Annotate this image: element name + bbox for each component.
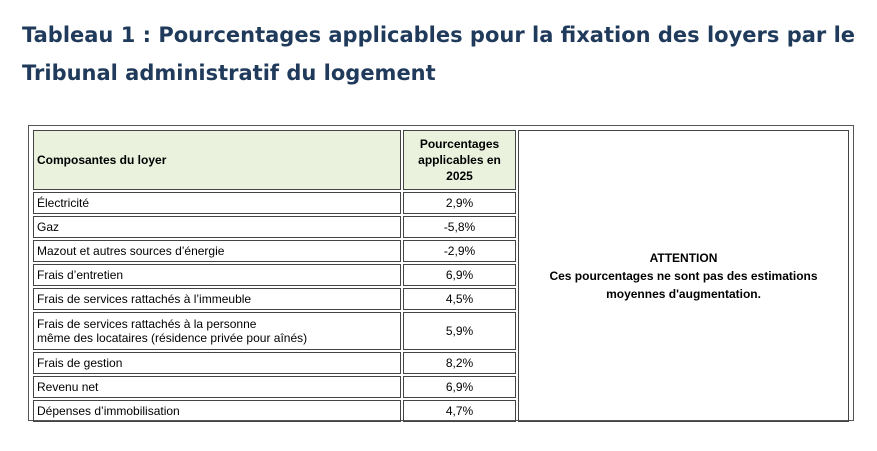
rent-percentages-table: Composantes du loyer Pourcentages applic… [31, 128, 851, 424]
table-row: Frais de services rattachés à l’immeuble… [33, 288, 849, 310]
table-row: Revenu net 6,9% [33, 376, 849, 398]
table-row: Frais de services rattachés à la personn… [33, 312, 849, 350]
row-component: Dépenses d’immobilisation [33, 400, 401, 422]
row-component: Frais d’entretien [33, 264, 401, 286]
row-component-line-2: même des locataires (résidence privée po… [37, 331, 308, 345]
table-row: Frais de gestion 8,2% [33, 352, 849, 374]
attention-text-line-1: Ces pourcentages ne sont pas des estimat… [549, 269, 818, 283]
row-value: 4,7% [403, 400, 516, 422]
attention-heading: ATTENTION [649, 251, 718, 265]
row-value: 6,9% [403, 376, 516, 398]
row-component: Revenu net [33, 376, 401, 398]
rent-percentages-table-frame: Composantes du loyer Pourcentages applic… [28, 125, 854, 424]
page-title: Tableau 1 : Pourcentages applicables pou… [22, 23, 856, 85]
attention-text-line-2: moyennes d'augmentation. [606, 287, 761, 301]
table-row: Électricité 2,9% [33, 192, 849, 214]
header-component: Composantes du loyer [33, 130, 401, 190]
table-row: Frais d’entretien 6,9% [33, 264, 849, 286]
row-value: -5,8% [403, 216, 516, 238]
row-value: 4,5% [403, 288, 516, 310]
table-row: Dépenses d’immobilisation 4,7% [33, 400, 849, 422]
row-value: 2,9% [403, 192, 516, 214]
table-header-row: Composantes du loyer Pourcentages applic… [33, 130, 849, 422]
row-component: Frais de gestion [33, 352, 401, 374]
row-component: Mazout et autres sources d’énergie [33, 240, 401, 262]
row-value: 5,9% [403, 312, 516, 350]
header-percentage: Pourcentages applicables en 2025 [403, 130, 516, 190]
table-row: Gaz -5,8% [33, 216, 849, 238]
row-component: Frais de services rattachés à l’immeuble [33, 288, 401, 310]
table-row: Mazout et autres sources d’énergie -2,9% [33, 240, 849, 262]
row-component: Frais de services rattachés à la personn… [33, 312, 401, 350]
row-value: 6,9% [403, 264, 516, 286]
row-component: Électricité [33, 192, 401, 214]
row-component: Gaz [33, 216, 401, 238]
row-value: 8,2% [403, 352, 516, 374]
attention-note: ATTENTION Ces pourcentages ne sont pas d… [518, 130, 849, 422]
row-value: -2,9% [403, 240, 516, 262]
row-component-line-1: Frais de services rattachés à la personn… [37, 317, 257, 331]
